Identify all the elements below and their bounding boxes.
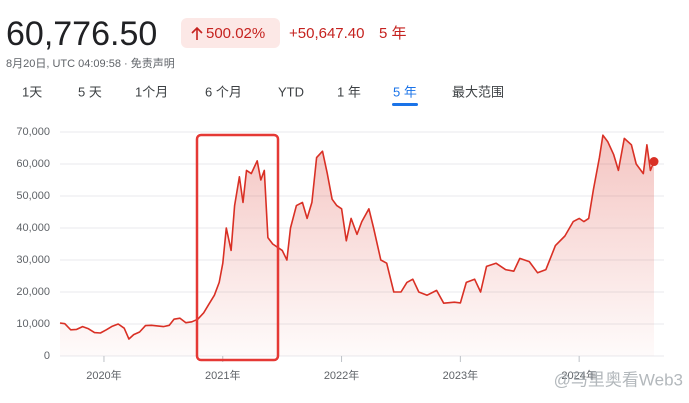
y-tick-label: 60,000 [16,158,50,170]
x-tick-label: 2021年 [205,368,240,382]
change: +50,647.40 [289,25,365,42]
change-badge [181,18,280,48]
active-tab-indicator [392,103,418,106]
range-tab[interactable]: 1 年 [337,84,361,99]
range-tab[interactable]: 1个月 [135,84,168,99]
y-tick-label: 10,000 [16,318,50,330]
price: 60,776.50 [6,15,157,53]
range-tab[interactable]: YTD [278,84,304,99]
x-tick-label: 2020年 [86,368,121,382]
change-percent: 500.02% [206,25,265,42]
range-tab[interactable]: 5 年 [393,84,417,99]
price-line [59,134,655,340]
timestamp: 8月20日, UTC 04:09:58 · 免责声明 [6,56,175,70]
y-tick-label: 70,000 [16,126,50,138]
watermark: @马里奥看Web3 [554,370,683,389]
last-point [649,157,659,167]
y-tick-label: 40,000 [16,222,50,234]
y-tick-label: 30,000 [16,254,50,266]
y-tick-label: 0 [44,350,50,362]
x-tick-label: 2022年 [324,368,359,382]
y-tick-label: 50,000 [16,190,50,202]
range-tab[interactable]: 5 天 [78,84,102,99]
range-tab[interactable]: 6 个月 [205,84,242,99]
area [60,135,654,356]
up-arrow [191,26,203,40]
x-tick-label: 2024年 [561,368,596,382]
y-tick-label: 20,000 [16,286,50,298]
range-tab[interactable]: 1天 [22,84,42,99]
range-tab[interactable]: 最大范围 [452,84,504,99]
x-tick-label: 2023年 [443,368,478,382]
period: 5 年 [379,25,407,42]
highlight-box [195,133,280,362]
